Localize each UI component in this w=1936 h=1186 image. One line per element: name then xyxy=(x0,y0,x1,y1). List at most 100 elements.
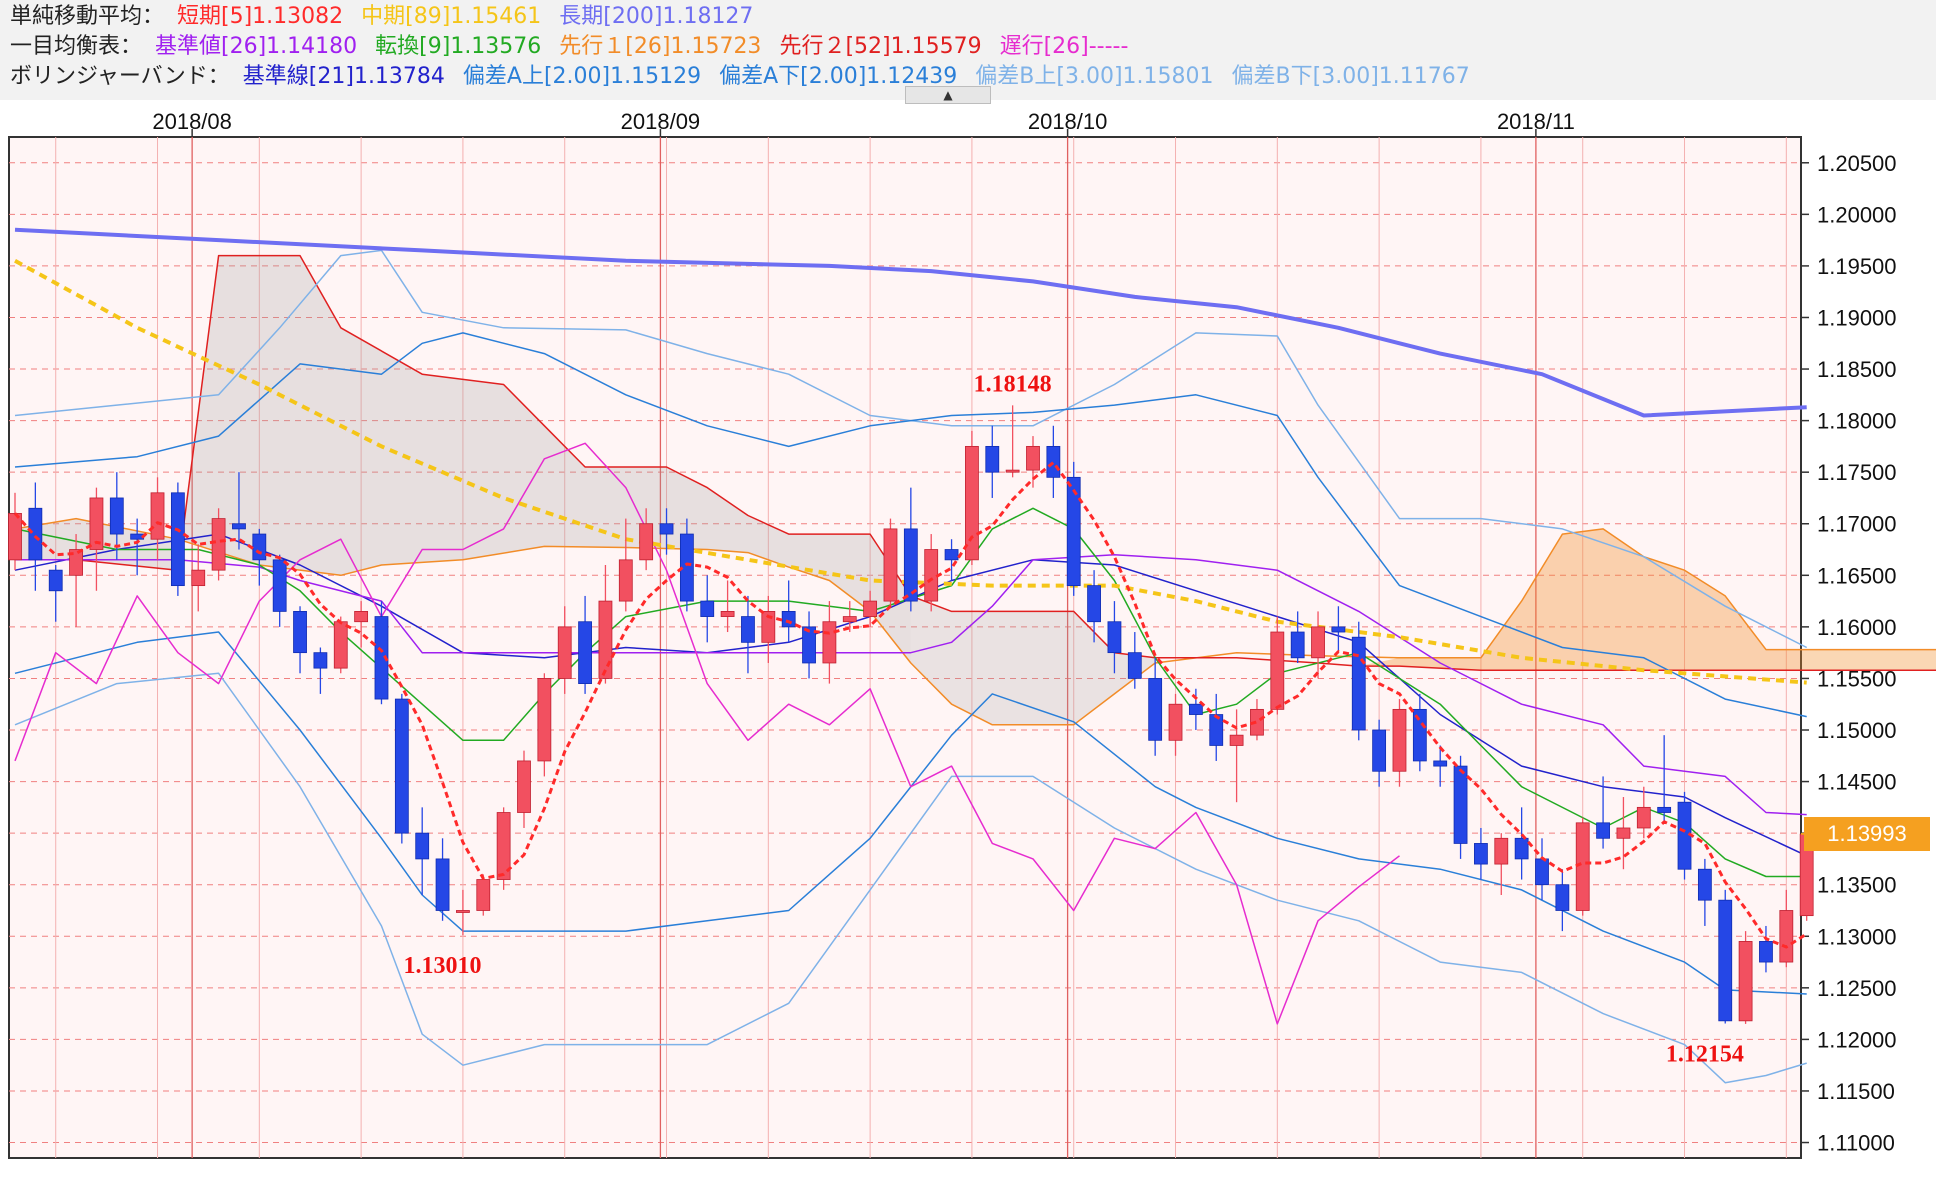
candle-body xyxy=(272,559,287,612)
legend-title-ichimoku: 一目均衡表： xyxy=(10,34,143,59)
sma-legend-item: 長期[200]1.18127 xyxy=(559,4,754,29)
sma-legend-item: 中期[89]1.15461 xyxy=(361,4,542,29)
candle-body xyxy=(1087,585,1101,623)
kumo-cloud-bearish xyxy=(15,255,911,663)
y-tick-label: 1.19000 xyxy=(1817,305,1897,330)
candle-body xyxy=(374,616,389,700)
candle-body xyxy=(618,559,633,602)
candle-body xyxy=(720,611,735,617)
ichimoku-lagging-span xyxy=(14,442,1400,1025)
ichimoku-legend-item: 先行２[52]1.15579 xyxy=(779,34,982,59)
sma-legend-item: 短期[5]1.13082 xyxy=(177,4,344,29)
bollinger-legend-item: 偏差B下[3.00]1.11767 xyxy=(1231,64,1470,89)
candle-body xyxy=(1148,678,1163,741)
candle-body xyxy=(598,600,613,679)
candle-body xyxy=(1372,729,1387,772)
bollinger-2sigma-upper xyxy=(14,332,1807,718)
candle-body xyxy=(476,879,491,911)
candle-body xyxy=(741,616,755,643)
candle-body xyxy=(1779,910,1794,963)
x-month-label: 2018/11 xyxy=(1497,109,1575,134)
candle-body xyxy=(89,497,104,550)
candle-body xyxy=(1677,801,1692,870)
candle-body xyxy=(537,678,552,762)
candle-body xyxy=(1433,760,1448,767)
candle-body xyxy=(883,528,898,602)
bollinger-3sigma-lower xyxy=(14,672,1807,1084)
candle-body xyxy=(1127,652,1142,679)
candle-body xyxy=(1718,899,1733,1022)
legend-title-sma: 単純移動平均： xyxy=(10,4,165,29)
bollinger-legend-item: 偏差A上[2.00]1.15129 xyxy=(462,64,702,89)
candle-body xyxy=(313,652,328,669)
bollinger-legend-item: 基準線[21]1.13784 xyxy=(242,64,445,89)
candle-body xyxy=(700,600,715,617)
candle-body xyxy=(1168,703,1183,741)
candle-body xyxy=(557,626,572,679)
candle-body xyxy=(944,549,959,561)
candle-body xyxy=(985,445,1000,473)
candle-body xyxy=(1290,631,1305,659)
y-tick-label: 1.18500 xyxy=(1817,357,1897,382)
kumo-cloud-bullish xyxy=(1358,528,1936,671)
ichimoku-legend-item: 基準値[26]1.14180 xyxy=(155,34,358,59)
candle-body xyxy=(191,569,206,587)
candle-body xyxy=(965,445,979,561)
x-month-label: 2018/09 xyxy=(621,109,701,134)
y-tick-label: 1.19500 xyxy=(1817,254,1897,279)
candle-body xyxy=(1738,941,1753,1022)
y-tick-label: 1.11000 xyxy=(1817,1131,1895,1156)
grid-lines xyxy=(9,137,1801,1158)
senkou-span-a-line xyxy=(14,517,1936,726)
candle-body xyxy=(232,523,246,530)
candle-body xyxy=(1351,636,1366,731)
candle-body xyxy=(1331,626,1346,633)
kumo-cloud-bearish xyxy=(910,595,1156,725)
collapse-legend-button[interactable]: ▲ xyxy=(905,86,991,104)
candle-body xyxy=(1270,631,1285,710)
candle-body xyxy=(150,492,165,540)
candle-body xyxy=(69,549,83,576)
candle-body xyxy=(1392,708,1407,772)
candle-body xyxy=(394,698,409,834)
current-price-tag: 1.13993 xyxy=(1804,816,1930,851)
y-tick-label: 1.20500 xyxy=(1817,151,1897,176)
candle-body xyxy=(170,492,185,587)
legend-title-bollinger: ボリンジャーバンド： xyxy=(10,64,230,89)
price-chart[interactable]: 1.20500 1.20000 1.19500 1.19000 1.18500 1.180… xyxy=(0,104,1936,1186)
candle-body xyxy=(1575,822,1590,911)
bollinger-legend-item: 偏差B上[3.00]1.15801 xyxy=(975,64,1214,89)
candle-body xyxy=(1555,884,1570,911)
candle-body xyxy=(761,611,776,643)
candle-body xyxy=(1005,469,1020,473)
y-tick-label: 1.16500 xyxy=(1817,563,1897,588)
candle-body xyxy=(517,760,531,813)
indicator-legend: 単純移動平均： 短期[5]1.13082 中期[89]1.15461 長期[200]… xyxy=(0,0,1936,104)
bollinger-legend-item: 偏差A下[2.00]1.12439 xyxy=(719,64,958,89)
candle-body xyxy=(578,621,592,684)
candle-body xyxy=(903,528,918,602)
candle-body xyxy=(822,621,837,664)
price-annotation: 1.13010 xyxy=(404,953,482,979)
candle-body xyxy=(1229,734,1244,746)
candle-body xyxy=(252,533,267,561)
y-tick-label: 1.15000 xyxy=(1817,718,1897,743)
candle-body xyxy=(211,518,226,571)
ichimoku-legend-item: 遅行[26]----- xyxy=(999,34,1129,59)
candle-body xyxy=(1474,843,1488,865)
candle-body xyxy=(293,611,307,654)
candle-body xyxy=(1535,858,1549,886)
candle-body xyxy=(1514,837,1529,860)
candle-body xyxy=(1188,703,1203,715)
candle-body xyxy=(639,523,654,561)
sma-short-line xyxy=(13,461,1808,949)
x-month-label: 2018/10 xyxy=(1028,109,1108,134)
candle-body xyxy=(8,513,22,561)
candle-body xyxy=(1657,806,1672,813)
y-tick-label: 1.13000 xyxy=(1817,924,1897,949)
candle-body xyxy=(354,611,369,623)
candle-body xyxy=(1209,714,1224,746)
y-tick-label: 1.14500 xyxy=(1817,770,1897,795)
y-tick-label: 1.13500 xyxy=(1817,873,1897,898)
candle-body xyxy=(1311,626,1325,659)
